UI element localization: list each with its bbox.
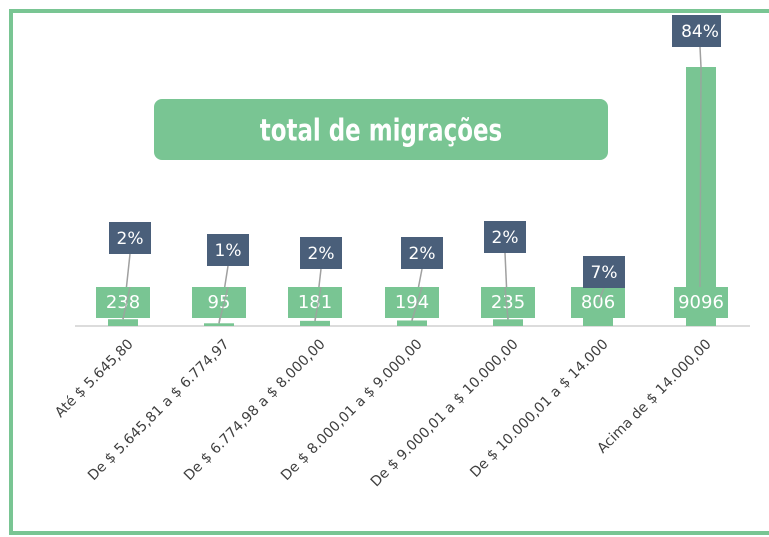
data-label: 181 bbox=[298, 292, 332, 313]
data-label: 9096 bbox=[678, 292, 724, 313]
frame bbox=[9, 9, 769, 535]
leader-line bbox=[504, 286, 509, 320]
bar bbox=[397, 320, 427, 326]
share-label: 1% bbox=[215, 241, 242, 261]
chart-title: total de migrações bbox=[260, 113, 502, 149]
leader-line bbox=[314, 286, 322, 321]
count-box bbox=[674, 287, 728, 318]
data-label: 194 bbox=[395, 292, 429, 313]
leader-line bbox=[218, 286, 229, 324]
leader-line bbox=[699, 66, 702, 288]
leader-line bbox=[122, 286, 131, 320]
data-label: 238 bbox=[106, 292, 140, 313]
share-box bbox=[401, 237, 443, 269]
count-box bbox=[385, 287, 439, 318]
share-box bbox=[484, 221, 526, 253]
count-box bbox=[96, 287, 150, 318]
count-box bbox=[192, 287, 246, 318]
share-box bbox=[207, 234, 249, 266]
share-box bbox=[300, 237, 342, 269]
bar bbox=[300, 320, 330, 326]
data-label: 235 bbox=[491, 292, 525, 313]
share-box bbox=[109, 222, 151, 254]
x-tick-label: Acima de $ 14.000,00 bbox=[594, 336, 714, 456]
x-tick-label: Até $ 5.645,80 bbox=[52, 336, 137, 421]
bar bbox=[493, 319, 523, 326]
bar bbox=[108, 319, 138, 326]
share-label: 2% bbox=[308, 244, 335, 264]
leader-line bbox=[597, 287, 605, 304]
share-box bbox=[583, 256, 625, 288]
leader-line bbox=[411, 286, 423, 321]
title-box bbox=[154, 99, 608, 160]
share-label: 84% bbox=[681, 22, 719, 42]
data-label: 95 bbox=[208, 292, 231, 313]
share-label: 2% bbox=[409, 244, 436, 264]
share-box bbox=[672, 15, 721, 47]
bar bbox=[204, 323, 234, 326]
share-label: 7% bbox=[591, 263, 618, 283]
leader-line bbox=[699, 46, 702, 68]
share-label: 2% bbox=[492, 228, 519, 248]
count-box bbox=[288, 287, 342, 318]
share-label: 2% bbox=[117, 229, 144, 249]
